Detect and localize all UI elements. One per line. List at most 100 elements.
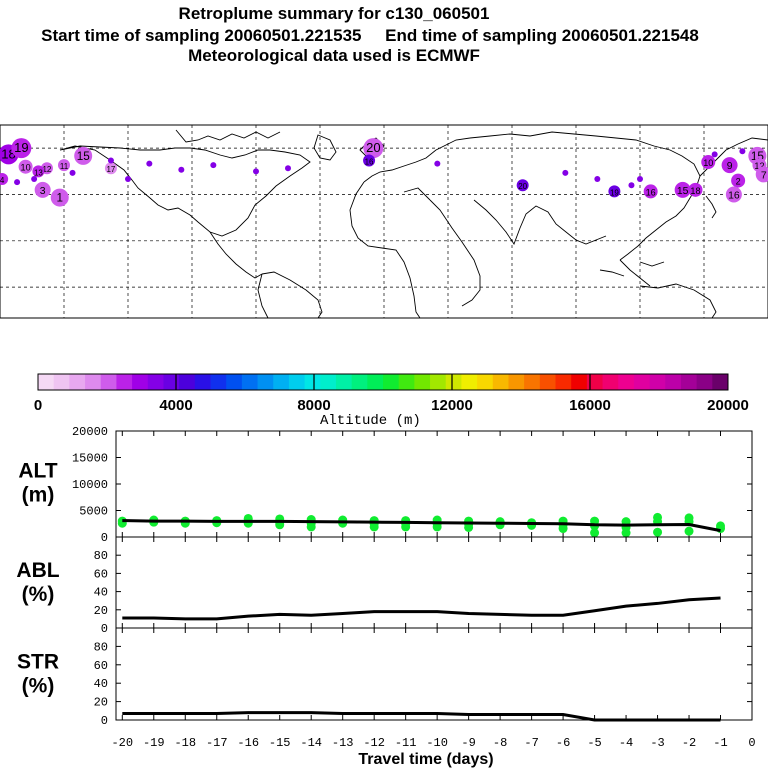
panel-frame bbox=[115, 627, 753, 721]
cluster-label: 12 bbox=[754, 161, 764, 171]
x-tick-label: -3 bbox=[650, 736, 664, 750]
x-tick-label: -9 bbox=[461, 736, 475, 750]
trajectory-point bbox=[107, 157, 114, 164]
alt-cluster-point bbox=[621, 528, 631, 538]
colorbar-swatch bbox=[69, 374, 86, 390]
x-tick-label: -11 bbox=[395, 736, 417, 750]
colorbar-swatch bbox=[179, 374, 196, 390]
cluster-label: 19 bbox=[14, 140, 28, 155]
colorbar-swatch bbox=[116, 374, 133, 390]
colorbar-swatch bbox=[53, 374, 70, 390]
cluster-label: 7 bbox=[761, 170, 767, 181]
colorbar-swatch bbox=[351, 374, 368, 390]
cluster-marker bbox=[104, 162, 117, 175]
colorbar-swatch bbox=[492, 374, 509, 390]
abl-line bbox=[122, 596, 721, 621]
cluster-marker bbox=[58, 159, 70, 172]
y-tick-label: 15000 bbox=[72, 452, 108, 466]
cluster-label: 9 bbox=[727, 161, 733, 172]
trajectory-point bbox=[69, 169, 76, 176]
colorbar-swatch bbox=[618, 374, 635, 390]
trajectory-point bbox=[31, 176, 38, 183]
x-tick-label: -20 bbox=[111, 736, 133, 750]
panel-str: 0 20 40 60 80 STR(%) bbox=[17, 627, 753, 728]
cluster-marker bbox=[755, 166, 768, 183]
colorbar-swatch bbox=[649, 374, 666, 390]
panel-unit: (%) bbox=[22, 674, 55, 697]
cluster-marker bbox=[363, 138, 384, 159]
cluster-marker bbox=[725, 186, 742, 203]
x-tick-label: -10 bbox=[426, 736, 448, 750]
x-tick-label: -18 bbox=[174, 736, 196, 750]
panel-alt: 0 5000 10000 15000 20000 ALT(m) bbox=[18, 425, 753, 545]
sampling-time: Start time of sampling 20060501.221535 E… bbox=[41, 26, 699, 45]
trajectory-point bbox=[253, 168, 259, 175]
y-tick-label: 60 bbox=[94, 567, 108, 581]
met-data-source: Meteorological data used is ECMWF bbox=[188, 46, 480, 65]
colorbar-swatch bbox=[257, 374, 274, 390]
alt-cluster-point bbox=[558, 524, 568, 534]
time-series-panels: 05000100001500020000ALT(m)020406080ABL(%… bbox=[16, 425, 755, 768]
cluster-marker bbox=[363, 154, 376, 167]
colorbar-swatch bbox=[586, 374, 604, 390]
x-tick-label: -14 bbox=[300, 736, 322, 750]
cluster-label: 16 bbox=[646, 187, 656, 197]
colorbar-swatch bbox=[602, 374, 619, 390]
y-tick-label: 0 bbox=[101, 531, 108, 545]
x-tick-label: -1 bbox=[713, 736, 727, 750]
x-tick-label: -19 bbox=[143, 736, 165, 750]
cluster-marker bbox=[688, 182, 703, 197]
colorbar-swatch bbox=[696, 374, 713, 390]
y-tick-label: 20 bbox=[94, 604, 108, 618]
alt-cluster-point bbox=[432, 522, 442, 532]
cluster-marker bbox=[32, 165, 45, 178]
colorbar-swatch bbox=[461, 374, 478, 390]
coastlines bbox=[59, 129, 768, 319]
trajectory-point bbox=[146, 160, 153, 167]
colorbar-swatch bbox=[477, 374, 494, 390]
x-tick-label: 0 bbox=[748, 736, 755, 750]
alt-cluster-point bbox=[401, 522, 411, 532]
colorbar-swatch bbox=[539, 374, 556, 390]
colorbar-swatch bbox=[633, 374, 651, 390]
cluster-label: 12 bbox=[42, 165, 51, 174]
x-tick-label: -4 bbox=[619, 736, 633, 750]
cluster-label: 1 bbox=[56, 192, 63, 205]
cluster-label: 3 bbox=[40, 186, 46, 197]
alt-line bbox=[122, 519, 721, 533]
cluster-marker bbox=[516, 179, 529, 192]
trajectory-point bbox=[14, 179, 21, 186]
colorbar-swatch bbox=[85, 374, 102, 390]
cluster-label: 11 bbox=[60, 162, 69, 171]
cluster-marker bbox=[18, 159, 33, 174]
trajectory-point bbox=[637, 176, 643, 183]
panel-unit: (m) bbox=[22, 484, 55, 507]
panel-label: ALT bbox=[18, 460, 57, 483]
colorbar-swatch bbox=[398, 374, 415, 390]
cluster-label: 16 bbox=[365, 158, 374, 167]
alt-cluster-point bbox=[464, 522, 474, 532]
x-tick-label: -7 bbox=[524, 736, 538, 750]
cluster-marker bbox=[50, 188, 69, 207]
colorbar-swatch bbox=[383, 374, 400, 390]
colorbar-swatch bbox=[210, 374, 227, 390]
altitude-colorbar: 0 4000 8000 12000 16000 20000 bbox=[34, 373, 749, 414]
panel-abl: 0 20 40 60 80 ABL(%) bbox=[16, 536, 753, 636]
cluster-marker bbox=[608, 185, 621, 198]
alt-cluster-point bbox=[369, 522, 379, 532]
cluster-label: 20 bbox=[366, 140, 380, 155]
x-tick-label: -13 bbox=[332, 736, 354, 750]
cluster-marker bbox=[11, 138, 32, 159]
colorbar-swatch bbox=[100, 374, 117, 390]
y-tick-label: 80 bbox=[94, 640, 108, 654]
panel-unit: (%) bbox=[22, 583, 55, 606]
x-tick-label: -15 bbox=[269, 736, 291, 750]
cluster-label: 2 bbox=[736, 177, 741, 187]
colorbar-swatch bbox=[335, 374, 353, 390]
cluster-marker bbox=[701, 155, 716, 170]
cluster-marker bbox=[0, 173, 9, 186]
colorbar-swatch bbox=[445, 374, 462, 390]
y-tick-label: 40 bbox=[94, 586, 108, 600]
x-tick-label: -5 bbox=[587, 736, 601, 750]
